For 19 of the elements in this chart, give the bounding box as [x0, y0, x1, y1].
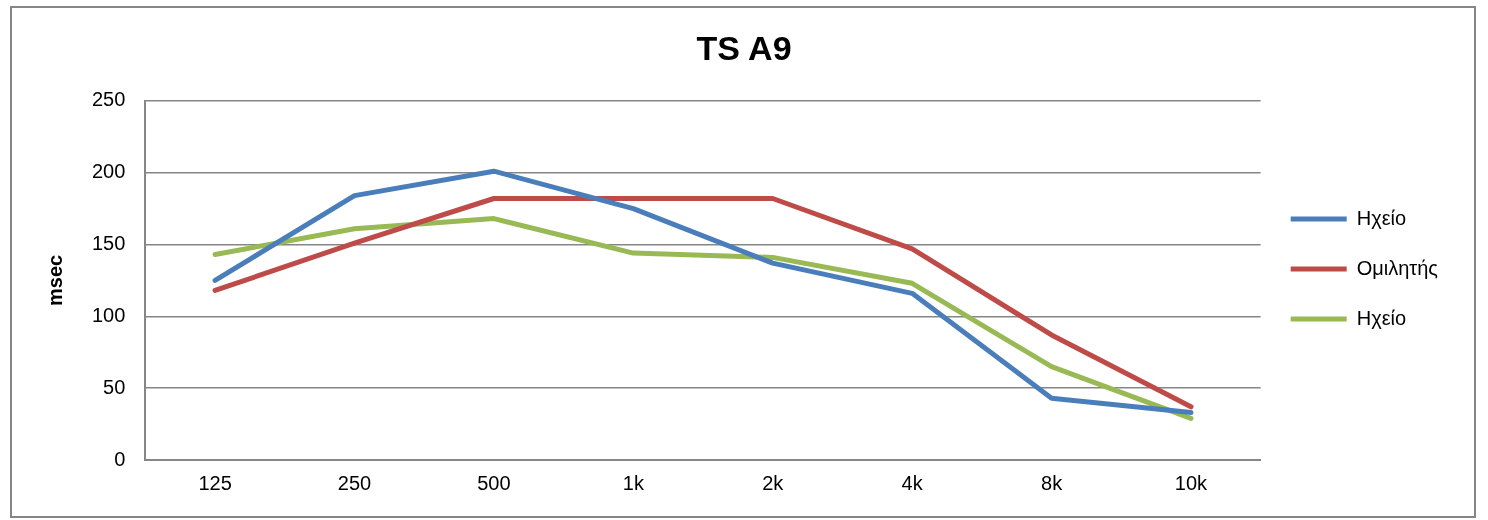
y-axis-title: msec [43, 254, 66, 306]
x-tick-label: 4k [901, 471, 924, 494]
y-tick-label: 50 [103, 375, 126, 398]
legend-label: Ηχείο [1356, 306, 1407, 329]
x-tick-label: 10k [1174, 471, 1209, 494]
y-tick-label: 100 [91, 303, 126, 326]
y-tick-label: 200 [91, 160, 126, 183]
x-tick-label: 1k [622, 471, 645, 494]
legend-label: Ομιλητής [1356, 256, 1439, 279]
x-tick-label: 500 [477, 471, 511, 494]
x-tick-label: 2k [762, 471, 785, 494]
y-tick-label: 250 [91, 88, 126, 111]
y-tick-label: 0 [114, 447, 126, 470]
legend-label: Ηχείο [1356, 206, 1407, 229]
x-tick-label: 250 [337, 471, 372, 494]
y-tick-label: 150 [91, 232, 126, 254]
x-tick-label: 8k [1041, 471, 1064, 494]
chart-title: TS A9 [696, 28, 792, 67]
x-tick-label: 125 [198, 471, 232, 494]
